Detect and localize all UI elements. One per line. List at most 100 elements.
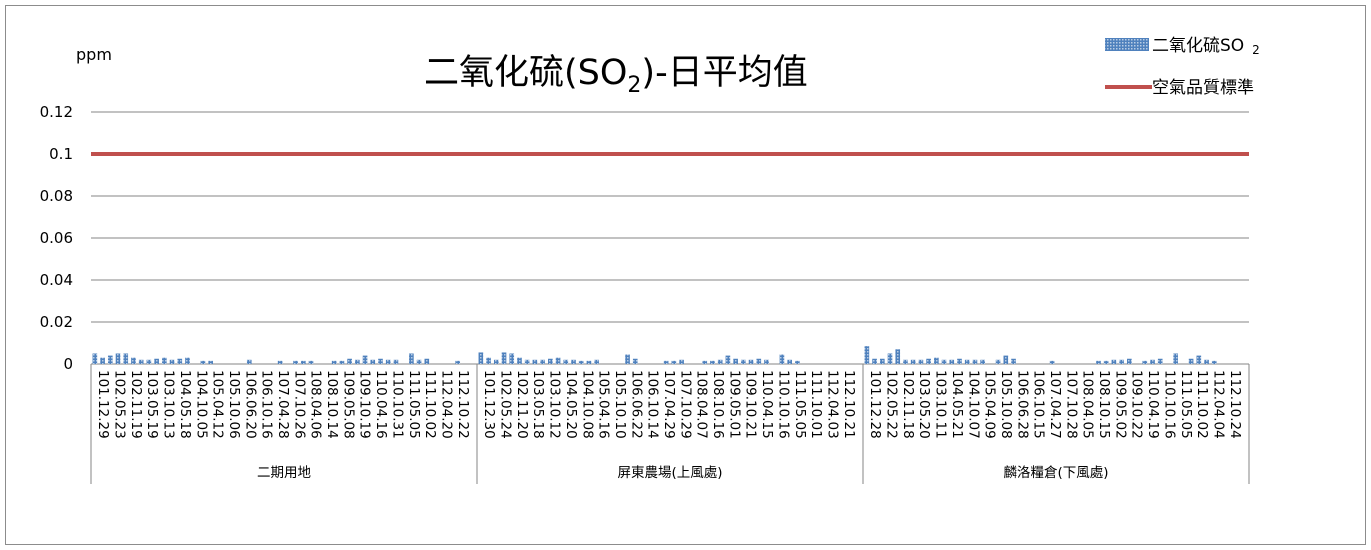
bar bbox=[370, 359, 376, 364]
bar bbox=[308, 360, 314, 364]
bar bbox=[154, 358, 159, 364]
bar bbox=[424, 358, 430, 364]
x-tick-label: 111.05.05 bbox=[406, 370, 422, 439]
x-tick-label: 109.10.19 bbox=[357, 370, 373, 439]
x-tick-label: 110.04.19 bbox=[1145, 370, 1161, 439]
x-tick-label: 109.10.22 bbox=[1129, 370, 1145, 439]
x-tick-label: 102.11.18 bbox=[900, 370, 916, 439]
bar bbox=[1204, 359, 1209, 364]
bar bbox=[586, 360, 592, 364]
x-tick-label: 112.04.03 bbox=[824, 370, 840, 439]
x-tick-label: 106.06.28 bbox=[1014, 370, 1030, 439]
bar bbox=[100, 357, 105, 364]
bar bbox=[949, 359, 955, 364]
title-part-2: )-日平均值 bbox=[641, 53, 807, 93]
bar bbox=[277, 360, 283, 364]
y-tick-label: 0.02 bbox=[40, 313, 73, 331]
x-tick-label: 107.04.27 bbox=[1047, 370, 1063, 439]
legend-line-label: 空氣品質標準 bbox=[1152, 78, 1254, 98]
bar bbox=[779, 354, 785, 364]
x-tick-label: 103.10.13 bbox=[161, 370, 177, 439]
x-tick-label: 102.11.19 bbox=[128, 370, 144, 439]
legend-item-line: 空氣品質標準 bbox=[1105, 78, 1254, 98]
x-tick-label: 101.12.28 bbox=[867, 370, 883, 439]
bar bbox=[138, 359, 144, 364]
x-tick-label: 104.05.21 bbox=[949, 370, 965, 439]
bar bbox=[115, 353, 121, 364]
bar bbox=[409, 353, 414, 364]
bar bbox=[131, 357, 136, 364]
x-tick-label: 110.10.16 bbox=[775, 370, 791, 439]
group-label: 屏東農場(上風處) bbox=[617, 465, 722, 481]
x-tick-labels: 101.12.29 102.05.23 102.11.19 103.05.19 103.… bbox=[95, 370, 1243, 439]
bar bbox=[200, 360, 206, 364]
bar bbox=[571, 359, 576, 364]
bar bbox=[903, 359, 908, 364]
bar bbox=[185, 357, 190, 364]
bar bbox=[524, 359, 530, 364]
x-tick-label: 110.04.15 bbox=[759, 370, 775, 439]
bar bbox=[941, 359, 947, 364]
bar bbox=[957, 358, 962, 364]
bar bbox=[293, 360, 298, 364]
y-axis-unit: ppm bbox=[76, 45, 112, 64]
legend-bar-label: 二氧化硫SO 2 bbox=[1152, 36, 1260, 57]
bar bbox=[1157, 358, 1163, 364]
x-tick-label: 111.10.02 bbox=[422, 370, 438, 439]
x-tick-label: 108.04.06 bbox=[308, 370, 324, 439]
x-tick-label: 112.04.04 bbox=[1210, 370, 1226, 439]
title-part-1: 二氧化硫(SO bbox=[424, 53, 627, 93]
group-labels: 二期用地 屏東農場(上風處) 麟洛糧倉(下風處) bbox=[257, 465, 1109, 481]
bar bbox=[725, 355, 731, 364]
x-tick-label: 103.05.20 bbox=[916, 370, 932, 439]
bar bbox=[339, 360, 345, 364]
x-tick-label: 103.10.11 bbox=[933, 370, 949, 439]
x-tick-label: 105.10.06 bbox=[226, 370, 242, 439]
bar bbox=[702, 360, 708, 364]
bar bbox=[501, 352, 507, 364]
bar bbox=[169, 359, 175, 364]
group-label: 麟洛糧倉(下風處) bbox=[1003, 465, 1108, 481]
x-tick-label: 110.04.16 bbox=[373, 370, 389, 439]
bar bbox=[509, 353, 515, 364]
x-tick-label: 106.06.22 bbox=[628, 370, 644, 439]
bar bbox=[671, 360, 677, 364]
x-tick-label: 109.05.01 bbox=[726, 370, 742, 439]
bar bbox=[632, 358, 638, 364]
bar bbox=[300, 360, 306, 364]
x-tick-label: 104.05.20 bbox=[563, 370, 579, 439]
x-tick-label: 108.04.07 bbox=[694, 370, 710, 439]
bar bbox=[517, 357, 522, 364]
bar bbox=[493, 359, 499, 364]
x-tick-label: 107.04.28 bbox=[275, 370, 291, 439]
legend-item-bar: 二氧化硫SO 2 bbox=[1105, 36, 1260, 57]
bar bbox=[107, 355, 113, 364]
legend-bar-swatch bbox=[1105, 38, 1149, 51]
bar bbox=[177, 358, 183, 364]
bar bbox=[733, 358, 738, 364]
bar bbox=[1188, 358, 1194, 364]
x-tick-label: 102.05.22 bbox=[884, 370, 900, 439]
bar bbox=[864, 346, 870, 364]
x-tick-label: 112.10.24 bbox=[1227, 370, 1243, 439]
bar bbox=[208, 360, 213, 364]
y-tick-labels: 0 0.02 0.04 0.06 0.08 0.1 0.12 bbox=[40, 103, 73, 373]
bar bbox=[416, 359, 422, 364]
bar bbox=[756, 358, 762, 364]
bar bbox=[679, 359, 684, 364]
bar bbox=[540, 359, 545, 364]
bar bbox=[972, 359, 978, 364]
bar bbox=[934, 357, 939, 364]
bar bbox=[964, 359, 970, 364]
y-tick-label: 0.06 bbox=[40, 229, 73, 247]
x-tick-label: 111.10.01 bbox=[808, 370, 824, 439]
y-tick-label: 0.1 bbox=[49, 145, 73, 163]
x-tick-label: 105.10.08 bbox=[998, 370, 1014, 439]
legend-bar-subscript: 2 bbox=[1252, 43, 1260, 57]
bar bbox=[1127, 358, 1132, 364]
bar bbox=[895, 349, 901, 364]
bar bbox=[594, 359, 599, 364]
x-tick-label: 112.04.20 bbox=[438, 370, 454, 439]
x-tick-label: 109.05.08 bbox=[340, 370, 356, 439]
bar bbox=[748, 359, 754, 364]
